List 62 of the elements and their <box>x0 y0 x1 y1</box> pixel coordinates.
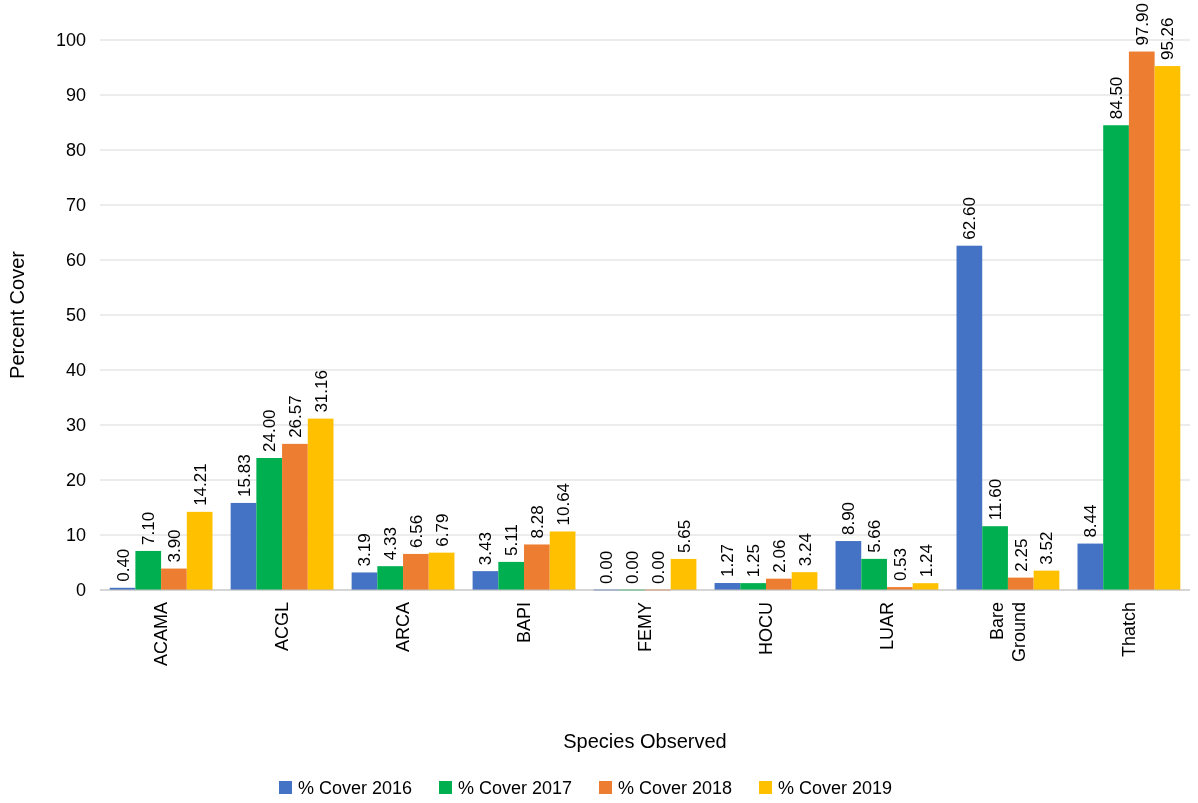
y-tick-label: 80 <box>65 140 86 160</box>
x-tick-label: LUAR <box>876 602 897 651</box>
data-label: 3.52 <box>1037 531 1057 565</box>
y-tick-label: 100 <box>55 30 86 50</box>
data-label: 0.53 <box>890 547 910 582</box>
data-label: 95.26 <box>1158 17 1178 61</box>
data-label: 7.10 <box>139 511 159 545</box>
data-label: 0.00 <box>597 550 617 584</box>
y-tick-label: 30 <box>65 415 86 435</box>
data-label: 8.90 <box>839 501 859 536</box>
y-tick-label: 90 <box>65 85 86 105</box>
data-label: 10.64 <box>553 482 573 526</box>
data-label: 15.83 <box>234 454 254 497</box>
x-tick-label: ACGL <box>272 602 293 652</box>
x-tick-label: ACAMA <box>151 602 172 667</box>
data-label: 1.24 <box>916 544 936 578</box>
data-label: 31.16 <box>311 370 331 413</box>
data-label: 0.40 <box>113 548 133 582</box>
y-tick-label: 0 <box>75 580 86 600</box>
data-label: 3.24 <box>795 533 815 567</box>
legend-label: % Cover 2016 <box>298 778 413 798</box>
data-label: 97.90 <box>1132 3 1152 46</box>
x-tick-label: Thatch <box>1118 602 1139 658</box>
y-tick-label: 60 <box>65 250 86 270</box>
data-label: 26.57 <box>285 395 305 438</box>
x-tick-label: ARCA <box>393 602 414 653</box>
x-tick-label: Bare Ground <box>986 602 1029 663</box>
x-axis-title: Species Observed <box>563 730 727 752</box>
data-label: 3.43 <box>476 532 496 566</box>
data-label: 14.21 <box>190 463 210 506</box>
data-label: 5.66 <box>865 519 885 553</box>
data-label: 1.27 <box>718 543 738 578</box>
data-label: 8.28 <box>527 505 547 539</box>
data-label: 0.00 <box>623 550 643 584</box>
legend-label: % Cover 2019 <box>778 778 893 798</box>
x-tick-label: FEMY <box>635 602 655 653</box>
data-label: 2.06 <box>769 539 789 573</box>
data-label: 5.11 <box>502 524 522 556</box>
y-tick-label: 10 <box>65 525 86 545</box>
data-label: 11.60 <box>986 478 1006 521</box>
y-tick-label: 20 <box>65 470 86 490</box>
data-label: 62.60 <box>960 197 980 240</box>
data-label: 6.56 <box>406 514 426 548</box>
data-label: 3.90 <box>164 529 184 563</box>
legend-label: % Cover 2017 <box>458 778 573 798</box>
data-label: 5.65 <box>674 519 694 553</box>
data-label: 2.25 <box>1011 538 1031 572</box>
x-tick-label: HOCU <box>755 602 776 655</box>
data-label: 84.50 <box>1107 76 1127 120</box>
data-label: 6.79 <box>432 513 452 547</box>
y-tick-label: 70 <box>65 195 86 215</box>
data-label: 4.33 <box>381 527 401 561</box>
legend-label: % Cover 2018 <box>618 778 733 798</box>
data-label: 1.25 <box>744 544 764 578</box>
y-tick-label: 40 <box>65 360 86 380</box>
data-label: 3.19 <box>355 533 375 567</box>
y-tick-label: 50 <box>65 305 86 325</box>
y-axis-title: Percent Cover <box>6 250 28 379</box>
data-label: 8.44 <box>1081 504 1101 538</box>
data-label: 24.00 <box>260 409 280 452</box>
data-label: 0.00 <box>648 550 668 584</box>
x-tick-label: BAPI <box>514 602 535 644</box>
